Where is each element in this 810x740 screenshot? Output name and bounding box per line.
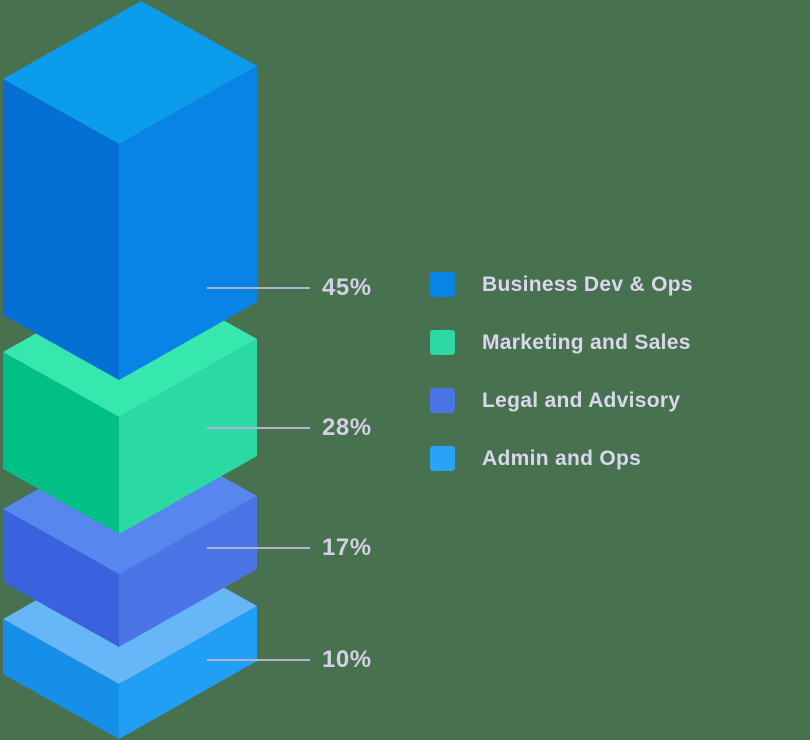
iso-box-face <box>3 79 119 380</box>
iso-box-face <box>3 619 119 739</box>
legend-item: Marketing and Sales <box>430 330 693 355</box>
legend-label: Admin and Ops <box>482 446 642 470</box>
legend-item: Admin and Ops <box>430 446 693 471</box>
percent-callout: 45% <box>207 274 372 302</box>
legend-swatch-icon <box>430 272 455 297</box>
iso-box-face <box>3 352 119 534</box>
leader-line <box>207 287 310 289</box>
iso-box-face <box>119 496 257 647</box>
leader-line <box>207 547 310 549</box>
iso-box-face <box>119 339 257 534</box>
percent-label: 17% <box>322 534 372 561</box>
percent-label: 28% <box>322 414 372 441</box>
legend-swatch-icon <box>430 446 455 471</box>
legend-swatch-icon <box>430 330 455 355</box>
iso-box-face <box>119 66 257 380</box>
iso-box-face <box>119 606 257 739</box>
iso-box-face <box>3 1 257 144</box>
legend-item: Business Dev & Ops <box>430 272 693 297</box>
legend-item: Legal and Advisory <box>430 388 693 413</box>
percent-label: 10% <box>322 646 372 673</box>
legend: Business Dev & Ops Marketing and Sales L… <box>430 272 693 471</box>
percent-callout: 17% <box>207 534 372 562</box>
iso-box-face <box>3 509 119 647</box>
leader-line <box>207 427 310 429</box>
legend-label: Legal and Advisory <box>482 388 681 412</box>
leader-line <box>207 659 310 661</box>
percent-label: 45% <box>322 274 372 301</box>
legend-label: Business Dev & Ops <box>482 272 693 296</box>
percent-callout: 28% <box>207 414 372 442</box>
percent-callout: 10% <box>207 646 372 674</box>
legend-swatch-icon <box>430 388 455 413</box>
legend-label: Marketing and Sales <box>482 330 691 354</box>
